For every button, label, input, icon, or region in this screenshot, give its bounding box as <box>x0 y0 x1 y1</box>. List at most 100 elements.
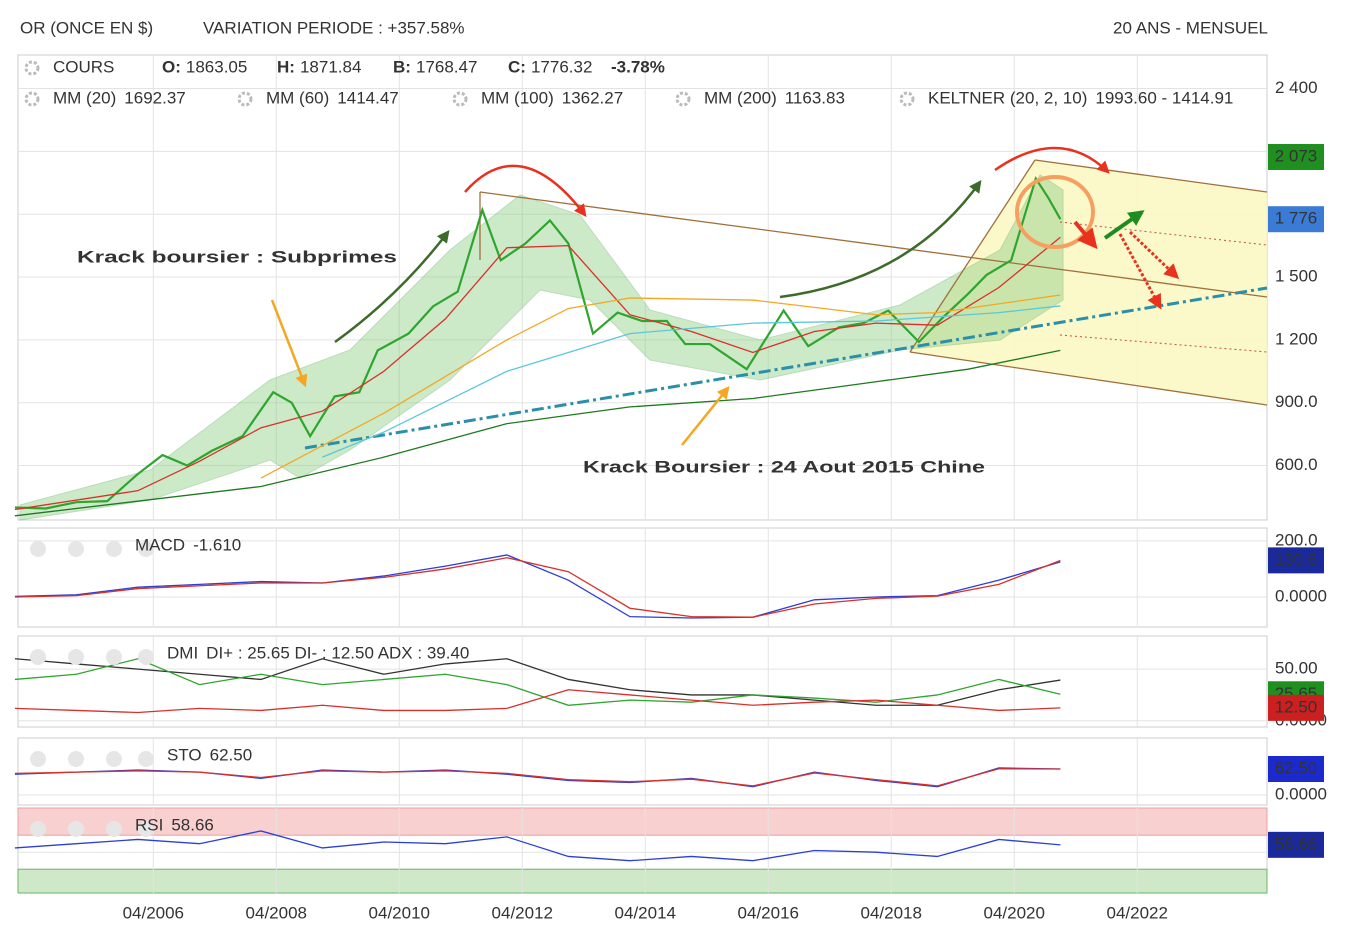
arrow <box>1128 230 1180 280</box>
settings-icon <box>24 60 40 76</box>
indicator-name: MACD <box>135 535 185 554</box>
legend-name: MM (20) <box>53 88 116 107</box>
down-icon <box>138 541 154 557</box>
arrow <box>1103 210 1145 240</box>
ohlc-key: O: <box>162 57 181 76</box>
close-icon <box>30 751 46 767</box>
ohlc-value: 1776.32 <box>531 57 592 76</box>
ohlc-key: C: <box>508 57 526 76</box>
series-line <box>14 689 1061 714</box>
close-icon <box>30 541 46 557</box>
y-tick-label: 900.0 <box>1275 392 1318 411</box>
up-icon <box>106 751 122 767</box>
panel-frame <box>17 635 1268 728</box>
x-tick-label: 04/2018 <box>861 903 922 922</box>
instrument-title: OR (ONCE EN $) <box>20 18 153 37</box>
series-name: COURS <box>53 57 114 76</box>
indicator-name: DMI <box>167 643 198 662</box>
settings-icon <box>452 91 468 107</box>
x-tick-label: 04/2010 <box>369 903 430 922</box>
series-line <box>14 557 1061 618</box>
pitchfork-area <box>910 160 1267 405</box>
settings-icon <box>68 821 84 837</box>
series-line <box>14 554 1061 619</box>
channel-line <box>479 191 1268 298</box>
legend-readout: 1414.47 <box>337 88 398 107</box>
last-value-badge <box>1268 694 1324 721</box>
up-icon <box>106 821 122 837</box>
arrow <box>681 386 730 446</box>
legend-readout: 1692.37 <box>124 88 185 107</box>
y-tick-label: 0.0000 <box>1275 784 1327 803</box>
ohlc-key: B: <box>393 57 411 76</box>
x-tick-label: 04/2016 <box>738 903 799 922</box>
last-value-label: 62.50 <box>1275 758 1318 777</box>
last-value-badge <box>1268 144 1324 171</box>
highlight-circle <box>1015 175 1095 249</box>
keltner-band <box>19 174 1064 521</box>
panel-frame <box>17 527 1268 628</box>
settings-icon <box>899 91 915 107</box>
last-value-label: 12.50 <box>1275 697 1318 716</box>
last-value-label: 58.66 <box>1275 834 1318 853</box>
pitchfork-line <box>909 351 1268 406</box>
ohlc-value: 1863.05 <box>186 57 247 76</box>
legend-readout: 1163.83 <box>785 88 845 107</box>
last-value-label: 130.6 <box>1275 550 1318 569</box>
settings-icon <box>24 91 40 107</box>
series-line <box>14 349 1061 517</box>
y-tick-label: 50.00 <box>1275 659 1318 678</box>
settings-icon <box>68 541 84 557</box>
down-icon <box>138 821 154 837</box>
arrow <box>464 164 587 217</box>
up-icon <box>106 541 122 557</box>
arrow <box>270 299 308 388</box>
oversold-zone <box>17 868 1268 894</box>
last-value-label: 1 776 <box>1275 209 1318 228</box>
legend-readout: 1362.27 <box>562 88 623 107</box>
annotation: Krack Boursier : 24 Aout 2015 Chine <box>583 457 985 476</box>
series-line <box>14 830 1061 862</box>
ohlc-value: 1768.47 <box>416 57 477 76</box>
y-tick-label: 200.0 <box>1275 530 1318 549</box>
last-value-badge <box>1268 831 1324 858</box>
down-icon <box>138 751 154 767</box>
legend-readout: 1993.60 - 1414.91 <box>1095 88 1233 107</box>
series-line <box>14 236 1061 511</box>
variation: VARIATION PERIODE : +357.58% <box>203 18 465 37</box>
panel-frame <box>17 737 1268 806</box>
settings-icon <box>68 751 84 767</box>
x-tick-label: 04/2020 <box>984 903 1045 922</box>
series-line <box>14 175 1062 510</box>
overbought-zone <box>17 807 1268 836</box>
arrow <box>994 146 1110 174</box>
ohlc-key: H: <box>277 57 295 76</box>
last-value-badge <box>1268 206 1324 233</box>
panels <box>17 54 1268 894</box>
last-value-badge <box>1268 756 1324 783</box>
legend-name: MM (200) <box>704 88 777 107</box>
y-tick-label: 1 500 <box>1275 267 1318 286</box>
ohlc-value: 1871.84 <box>300 57 361 76</box>
legend-name: KELTNER (20, 2, 10) <box>928 88 1087 107</box>
settings-icon <box>237 91 253 107</box>
y-tick-label: 600.0 <box>1275 455 1318 474</box>
indicator-name: STO <box>167 745 202 764</box>
last-value-label: 2 073 <box>1275 146 1318 165</box>
arrow <box>1118 233 1162 310</box>
down-icon <box>138 649 154 665</box>
series-line <box>260 294 1061 479</box>
annotation: Krack boursier : Subprimes <box>77 247 397 266</box>
x-tick-label: 04/2022 <box>1107 903 1168 922</box>
indicator-readout: 58.66 <box>171 815 214 834</box>
series-line <box>322 305 1061 458</box>
change: -3.78% <box>611 57 665 76</box>
series-line <box>14 767 1061 788</box>
indicator-readout: -1.610 <box>193 535 241 554</box>
series-line <box>14 658 1061 706</box>
indicator-readout: DI+ : 25.65 DI- : 12.50 ADX : 39.40 <box>206 643 469 662</box>
arrow <box>1073 220 1098 250</box>
indicator-readout: 62.50 <box>210 745 253 764</box>
series-line <box>14 658 1061 706</box>
